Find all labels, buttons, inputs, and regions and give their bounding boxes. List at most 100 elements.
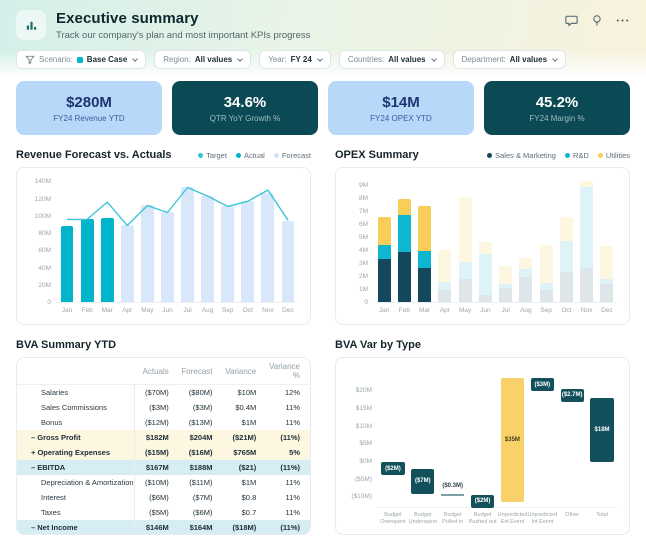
sales-marketing-segment-may[interactable] xyxy=(458,278,472,302)
sales-marketing-segment-oct[interactable] xyxy=(559,272,573,302)
actual-bar-jan[interactable] xyxy=(60,226,74,302)
row-label: Sales Commissions xyxy=(17,400,135,415)
r-d-segment-feb[interactable] xyxy=(397,215,411,252)
sales-marketing-segment-sep[interactable] xyxy=(539,290,553,302)
r-d-segment-oct[interactable] xyxy=(559,240,573,273)
kpi-label: FY24 Margin % xyxy=(529,113,585,123)
forecast-bar-oct[interactable] xyxy=(241,201,255,302)
filter-chip-scenario[interactable]: Scenario: Base Case xyxy=(16,50,147,69)
r-d-segment-aug[interactable] xyxy=(519,268,533,277)
filter-chip-countries[interactable]: Countries: All values xyxy=(338,50,445,69)
utilities-segment-dec[interactable] xyxy=(600,246,614,279)
utilities-segment-jul[interactable] xyxy=(499,266,513,284)
column-header-variance: Variance xyxy=(225,366,257,376)
lightbulb-icon[interactable] xyxy=(590,13,604,28)
actual-bar-mar[interactable] xyxy=(100,217,114,302)
legend-item-utilities[interactable]: Utilities xyxy=(597,151,630,160)
utilities-segment-mar[interactable] xyxy=(418,206,432,251)
sales-marketing-segment-jul[interactable] xyxy=(499,288,513,302)
x-axis-label: Oct xyxy=(242,307,253,314)
waterfall-bar-budget-overspent[interactable] xyxy=(381,462,405,475)
waterfall-bar-budget-pulled-in[interactable] xyxy=(441,493,465,496)
x-axis-label: Feb xyxy=(398,307,410,314)
r-d-segment-jun[interactable] xyxy=(478,254,492,295)
filter-chip-region[interactable]: Region: All values xyxy=(154,50,252,69)
y-axis-tick: 4M xyxy=(358,246,368,254)
utilities-segment-apr[interactable] xyxy=(438,249,452,282)
row-cell: $1M xyxy=(241,478,257,487)
legend-item-forecast[interactable]: Forecast xyxy=(273,151,311,160)
x-axis-label: Sep xyxy=(540,307,552,314)
sales-marketing-segment-mar[interactable] xyxy=(418,267,432,302)
row-cell: ($11M) xyxy=(189,478,213,487)
row-label[interactable]: + Operating Expenses xyxy=(17,445,135,460)
row-label[interactable]: – EBITDA xyxy=(17,460,135,475)
waterfall-bar-total[interactable] xyxy=(590,398,614,462)
forecast-bar-nov[interactable] xyxy=(261,192,275,302)
y-axis-tick: $15M xyxy=(355,404,372,412)
utilities-segment-feb[interactable] xyxy=(397,199,411,216)
r-d-segment-apr[interactable] xyxy=(438,281,452,291)
legend-item-r-d[interactable]: R&D xyxy=(564,151,589,160)
forecast-bar-aug[interactable] xyxy=(201,195,215,302)
utilities-segment-jun[interactable] xyxy=(478,242,492,255)
waterfall-bar-other[interactable] xyxy=(560,388,584,402)
utilities-segment-jan[interactable] xyxy=(377,217,391,245)
row-label[interactable]: – Net Income xyxy=(17,520,135,534)
filter-chip-department[interactable]: Department: All values xyxy=(452,50,567,69)
r-d-segment-jan[interactable] xyxy=(377,244,391,260)
forecast-bar-sep[interactable] xyxy=(221,206,235,302)
row-label: Interest xyxy=(17,490,135,505)
sales-marketing-segment-apr[interactable] xyxy=(438,290,452,302)
opex-chart-legend: Sales & Marketing R&D Utilities xyxy=(487,151,630,160)
y-axis-tick: 0 xyxy=(364,299,368,306)
r-d-segment-jul[interactable] xyxy=(499,283,513,289)
legend-item-sales-marketing[interactable]: Sales & Marketing xyxy=(487,151,556,160)
forecast-bar-dec[interactable] xyxy=(281,220,295,302)
waterfall-bar-budget-pushed-out[interactable] xyxy=(470,494,495,508)
legend-item-target[interactable]: Target xyxy=(198,151,227,160)
forecast-bar-apr[interactable] xyxy=(120,225,134,302)
waterfall-bar-unpredicted-ext-event[interactable] xyxy=(500,378,525,502)
row-label[interactable]: – Gross Profit xyxy=(17,430,135,445)
r-d-segment-dec[interactable] xyxy=(600,278,614,284)
utilities-segment-sep[interactable] xyxy=(539,244,553,284)
filter-chip-year[interactable]: Year: FY 24 xyxy=(259,50,331,69)
row-cell: $765M xyxy=(233,448,257,457)
forecast-bar-jun[interactable] xyxy=(161,212,174,302)
row-cell: $0.4M xyxy=(235,403,257,412)
sales-marketing-segment-feb[interactable] xyxy=(397,251,411,302)
r-d-segment-mar[interactable] xyxy=(418,250,432,268)
r-d-segment-may[interactable] xyxy=(458,261,472,279)
r-d-segment-nov[interactable] xyxy=(580,187,594,269)
forecast-bar-jul[interactable] xyxy=(181,187,194,302)
x-axis-label: May xyxy=(141,307,154,314)
utilities-segment-aug[interactable] xyxy=(519,257,533,269)
table-row-depreciation-amortization: Depreciation & Amortization ($10M) ($11M) $… xyxy=(17,475,310,490)
bva-var-chart-block: BVA Var by Type ($2M) ($7M) ($0.3M) ($2M) $3… xyxy=(335,338,630,535)
comment-icon[interactable] xyxy=(564,13,579,28)
kpi-value: $14M xyxy=(382,93,420,111)
revenue-chart-panel: 140M 120M 100M 80M 60M 40M 20M 0 Jan Feb Mar Apr May… xyxy=(16,167,311,325)
forecast-bar-may[interactable] xyxy=(140,205,154,302)
bva-var-chart-panel: ($2M) ($7M) ($0.3M) ($2M) $35M ($3M) ($2.7M) $1… xyxy=(335,357,630,535)
x-axis-label: Oct xyxy=(561,307,572,314)
column-header-actuals: Actuals xyxy=(142,366,169,376)
sales-marketing-segment-jun[interactable] xyxy=(478,294,492,302)
utilities-segment-nov[interactable] xyxy=(580,180,594,188)
waterfall-bar-unpredicted-int-event[interactable] xyxy=(530,378,554,392)
sales-marketing-segment-nov[interactable] xyxy=(580,268,594,302)
r-d-segment-sep[interactable] xyxy=(539,283,553,291)
more-options-icon[interactable] xyxy=(615,13,630,28)
utilities-segment-oct[interactable] xyxy=(559,216,573,241)
waterfall-bar-budget-underspent[interactable] xyxy=(411,469,435,494)
sales-marketing-segment-dec[interactable] xyxy=(600,283,614,302)
sales-marketing-segment-jan[interactable] xyxy=(377,259,391,302)
bva-var-chart-title: BVA Var by Type xyxy=(335,339,421,351)
waterfall-value-label: ($2M) xyxy=(385,465,401,472)
utilities-segment-may[interactable] xyxy=(458,196,472,262)
legend-item-actual[interactable]: Actual xyxy=(235,151,265,160)
bva-summary-table: Actuals Forecast Variance Variance % Salarie… xyxy=(16,357,311,535)
actual-bar-feb[interactable] xyxy=(80,219,94,302)
sales-marketing-segment-aug[interactable] xyxy=(519,276,533,302)
